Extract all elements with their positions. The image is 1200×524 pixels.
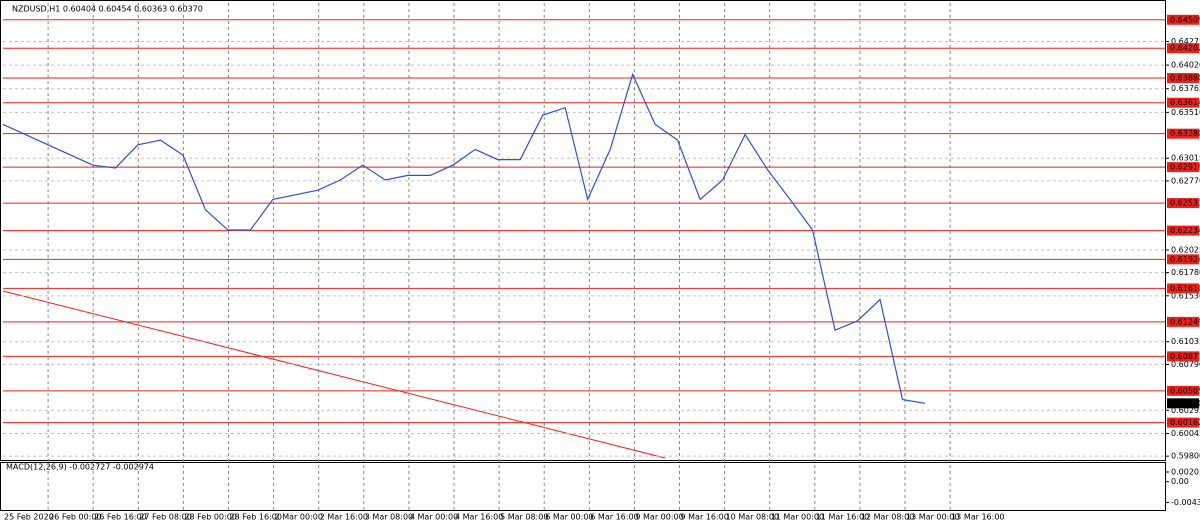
level-label-box [1167,43,1199,54]
level-label: 0.60162 [1170,418,1200,427]
level-label-box [1167,128,1199,139]
y-tick-label: 0.61035 [1171,337,1200,346]
x-tick-label: 13 Mar 00:00 [906,513,959,522]
y-tick-label: 0.60045 [1171,429,1200,438]
x-tick-label: 2 Mar 16:00 [320,513,368,522]
level-label-box [1167,14,1199,25]
level-label: 0.61924 [1170,255,1200,264]
level-label: 0.60877 [1170,352,1200,361]
x-tick-label: 28 Feb 00:00 [184,513,236,522]
level-label-box [1167,73,1199,84]
y-tick-label: 0.64275 [1171,37,1200,46]
x-tick-label: 3 Mar 08:00 [365,513,413,522]
chart-title: NZDUSD,H1 0.60404 0.60454 0.60363 0.6037… [12,5,203,14]
macd-title: MACD(12,26,9) -0.002727 -0.002974 [6,463,154,472]
x-tick-label: 11 Mar 16:00 [816,513,869,522]
x-tick-label: 26 Feb 16:00 [94,513,146,522]
level-label: 0.62919 [1170,163,1200,172]
x-tick-label: 2 Mar 00:00 [275,513,323,522]
macd-panel [0,462,1166,511]
level-label: 0.64509 [1170,15,1200,24]
x-tick-label: 28 Feb 16:00 [230,513,282,522]
level-label-box [1167,417,1199,428]
macd-tick-label: 0.00 [1171,477,1189,486]
x-tick-label: 25 Feb 2020 [4,513,54,522]
level-label-box [1167,254,1199,265]
level-label-box [1167,316,1199,327]
level-label: 0.62531 [1170,199,1200,208]
x-tick-label: 11 Mar 00:00 [771,513,824,522]
level-label: 0.61249 [1170,317,1200,326]
trend-line [2,290,666,459]
level-label: 0.63880 [1170,74,1200,83]
macd-tick-label: 0.002036 [1171,467,1200,476]
x-tick-label: 13 Mar 16:00 [951,513,1004,522]
y-tick-label: 0.63015 [1171,154,1200,163]
macd-tick-label: -0.004332 [1171,498,1200,507]
level-label: 0.62234 [1170,226,1200,235]
current-price-label: 0.60370 [1170,399,1200,408]
level-label-box [1167,351,1199,362]
x-tick-label: 5 Mar 08:00 [500,513,548,522]
level-label-box [1167,225,1199,236]
level-label-box [1167,198,1199,209]
y-tick-label: 0.63765 [1171,84,1200,93]
y-tick-label: 0.59800 [1171,452,1200,461]
y-tick-label: 0.60295 [1171,406,1200,415]
level-label-box [1167,162,1199,173]
level-label: 0.63614 [1170,98,1200,107]
x-tick-label: 4 Mar 16:00 [455,513,503,522]
current-price-box [1167,398,1199,409]
level-label: 0.60505 [1170,386,1200,395]
level-label: 0.61610 [1170,284,1200,293]
x-tick-label: 10 Mar 08:00 [726,513,779,522]
level-label: 0.63280 [1170,129,1200,138]
x-tick-label: 6 Mar 00:00 [545,513,593,522]
level-label: 0.64202 [1170,44,1200,53]
y-tick-label: 0.62025 [1171,245,1200,254]
price-line [2,72,926,404]
x-tick-label: 9 Mar 00:00 [635,513,683,522]
level-label-box [1167,283,1199,294]
x-tick-label: 6 Mar 16:00 [590,513,638,522]
x-tick-label: 9 Mar 16:00 [681,513,729,522]
x-tick-label: 4 Mar 00:00 [410,513,458,522]
x-tick-label: 12 Mar 08:00 [861,513,914,522]
x-tick-label: 26 Feb 00:00 [49,513,101,522]
level-label-box [1167,385,1199,396]
level-label-box [1167,97,1199,108]
x-tick-label: 27 Feb 08:00 [139,513,191,522]
